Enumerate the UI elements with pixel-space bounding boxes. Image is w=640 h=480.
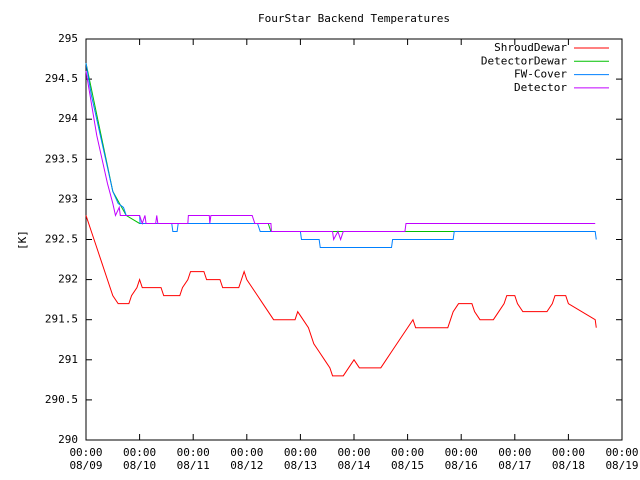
y-tick-label: 292	[58, 273, 78, 286]
legend-label: ShroudDewar	[494, 41, 567, 54]
x-tick-label: 00:00 08/15	[391, 446, 425, 472]
y-tick-label: 290.5	[45, 393, 78, 406]
x-tick-label: 00:00 08/09	[69, 446, 103, 472]
x-tick-label: 00:00 08/13	[283, 446, 317, 472]
y-tick-label: 294.5	[45, 72, 78, 85]
series-line	[85, 215, 597, 377]
x-tick-label: 00:00 08/16	[444, 446, 478, 472]
y-tick-label: 291.5	[45, 313, 78, 326]
y-tick-label: 293.5	[45, 152, 78, 165]
y-tick-label: 290	[58, 433, 78, 446]
series-line	[85, 70, 596, 242]
legend-label: Detector	[514, 81, 567, 94]
series-line	[85, 62, 597, 249]
x-tick-label: 00:00 08/12	[230, 446, 264, 472]
legend-label: DetectorDewar	[481, 54, 567, 67]
chart-title: FourStar Backend Temperatures	[258, 12, 450, 25]
y-tick-label: 295	[58, 32, 78, 45]
y-axis-label: [K]	[16, 230, 29, 250]
legend-label: FW-Cover	[514, 68, 567, 81]
x-tick-label: 00:00 08/19	[605, 446, 639, 472]
x-tick-label: 00:00 08/17	[498, 446, 532, 472]
y-tick-label: 294	[58, 112, 78, 125]
y-tick-label: 291	[58, 353, 78, 366]
y-tick-label: 292.5	[45, 233, 78, 246]
x-tick-label: 00:00 08/11	[176, 446, 210, 472]
plot-border	[85, 38, 623, 441]
x-tick-label: 00:00 08/10	[123, 446, 157, 472]
x-tick-label: 00:00 08/18	[551, 446, 585, 472]
x-tick-label: 00:00 08/14	[337, 446, 371, 472]
y-tick-label: 293	[58, 192, 78, 205]
